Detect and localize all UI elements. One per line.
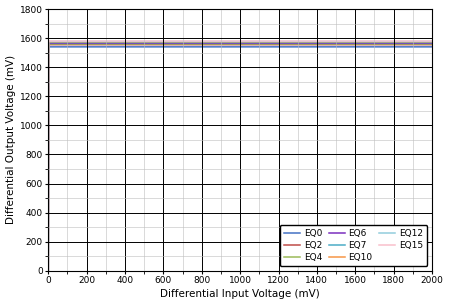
EQ0 <box>418 45 423 49</box>
EQ12 <box>348 40 353 43</box>
EQ0 <box>222 45 228 49</box>
EQ7 <box>222 41 228 44</box>
EQ4 <box>233 42 238 46</box>
EQ15 <box>66 39 71 43</box>
EQ0 <box>348 45 353 49</box>
EQ7 <box>348 41 353 44</box>
EQ10 <box>429 40 435 44</box>
EQ10 <box>222 40 228 44</box>
EQ10 <box>418 40 424 44</box>
EQ4 <box>429 42 435 46</box>
EQ6 <box>46 41 51 45</box>
EQ12 <box>46 40 51 43</box>
EQ7 <box>418 41 423 44</box>
EQ0 <box>66 45 71 49</box>
EQ7 <box>429 41 435 44</box>
EQ2 <box>46 269 51 273</box>
EQ2 <box>233 43 238 46</box>
EQ4 <box>418 42 424 46</box>
EQ7 <box>66 41 71 44</box>
EQ7 <box>418 41 424 44</box>
EQ6 <box>418 41 423 45</box>
EQ4 <box>66 42 71 46</box>
EQ12 <box>233 40 238 43</box>
EQ0 <box>46 269 51 273</box>
EQ10 <box>46 269 51 273</box>
Legend: EQ0, EQ2, EQ4, EQ6, EQ7, EQ10, EQ12, EQ15: EQ0, EQ2, EQ4, EQ6, EQ7, EQ10, EQ12, EQ1… <box>280 225 427 266</box>
EQ7 <box>46 41 51 44</box>
Line: EQ7: EQ7 <box>48 42 432 271</box>
EQ15 <box>418 39 424 43</box>
EQ0 <box>429 45 435 49</box>
EQ15 <box>418 39 423 43</box>
EQ7 <box>46 269 51 273</box>
Line: EQ2: EQ2 <box>48 45 432 271</box>
X-axis label: Differential Input Voltage (mV): Differential Input Voltage (mV) <box>160 289 320 300</box>
EQ0 <box>233 45 238 49</box>
EQ12 <box>222 40 228 43</box>
EQ2 <box>418 43 423 46</box>
EQ2 <box>46 43 51 46</box>
EQ6 <box>222 41 228 45</box>
EQ4 <box>46 42 51 46</box>
EQ0 <box>46 45 51 49</box>
EQ10 <box>348 40 353 44</box>
EQ2 <box>429 43 435 46</box>
EQ6 <box>46 269 51 273</box>
EQ2 <box>348 43 353 46</box>
EQ10 <box>418 40 423 44</box>
EQ4 <box>348 42 353 46</box>
Line: EQ10: EQ10 <box>48 42 432 271</box>
Line: EQ0: EQ0 <box>48 47 432 271</box>
EQ15 <box>348 39 353 43</box>
EQ2 <box>418 43 424 46</box>
EQ6 <box>233 41 238 45</box>
EQ12 <box>46 269 51 273</box>
EQ4 <box>46 269 51 273</box>
Y-axis label: Differential Output Voltage (mV): Differential Output Voltage (mV) <box>5 55 16 224</box>
EQ15 <box>222 39 228 43</box>
EQ0 <box>418 45 424 49</box>
EQ7 <box>233 41 238 44</box>
EQ4 <box>222 42 228 46</box>
Line: EQ15: EQ15 <box>48 41 432 271</box>
EQ4 <box>418 42 423 46</box>
Line: EQ12: EQ12 <box>48 41 432 271</box>
EQ2 <box>66 43 71 46</box>
EQ15 <box>429 39 435 43</box>
Line: EQ4: EQ4 <box>48 44 432 271</box>
EQ12 <box>66 40 71 43</box>
EQ6 <box>348 41 353 45</box>
EQ12 <box>429 40 435 43</box>
EQ10 <box>233 40 238 44</box>
Line: EQ6: EQ6 <box>48 43 432 271</box>
EQ15 <box>46 39 51 43</box>
EQ10 <box>46 40 51 44</box>
EQ12 <box>418 40 423 43</box>
EQ6 <box>66 41 71 45</box>
EQ10 <box>66 40 71 44</box>
EQ6 <box>429 41 435 45</box>
EQ12 <box>418 40 424 43</box>
EQ15 <box>233 39 238 43</box>
EQ2 <box>222 43 228 46</box>
EQ15 <box>46 269 51 273</box>
EQ6 <box>418 41 424 45</box>
